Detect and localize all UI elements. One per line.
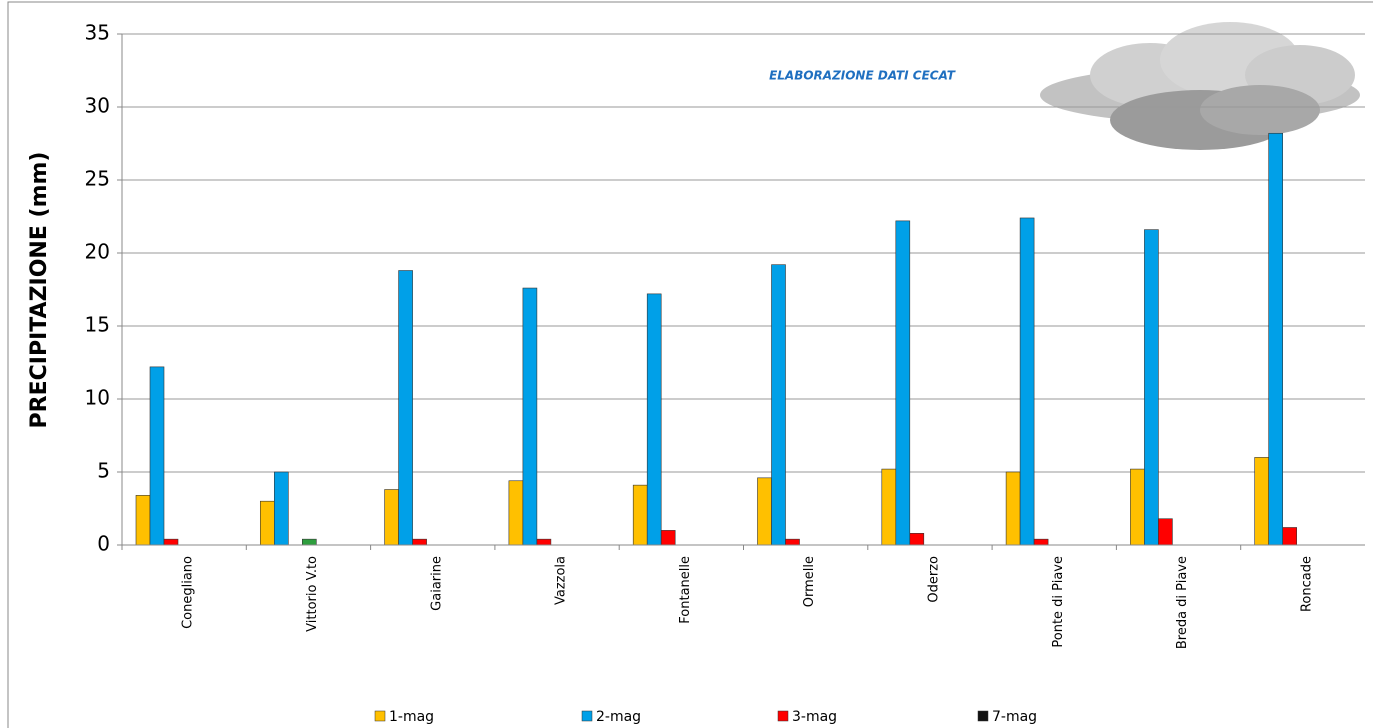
y-tick-label: 10 (85, 386, 110, 410)
cloud (1040, 22, 1360, 150)
bar (632, 484, 648, 546)
bar (785, 538, 800, 546)
bar (301, 538, 317, 546)
legend-swatch (374, 710, 386, 722)
y-tick-label: 15 (85, 313, 110, 337)
legend-label: 1-mag (389, 709, 434, 725)
legend-label: 7-mag (992, 709, 1037, 725)
x-tick-label: Ponte di Piave (1051, 556, 1066, 648)
legend-label: 2-mag (596, 709, 641, 725)
legend-swatch (977, 710, 989, 722)
bar (1254, 457, 1269, 546)
bar (881, 468, 897, 546)
bar (757, 477, 772, 546)
x-tick-label: Vazzola (554, 556, 569, 605)
y-tick-label: 30 (85, 94, 110, 118)
bar (1019, 217, 1035, 546)
bar (135, 495, 151, 546)
bar (522, 287, 538, 546)
bar (384, 489, 399, 546)
bar (1282, 527, 1297, 546)
bar (398, 270, 413, 546)
annotation: ELABORAZIONE DATI CECAT (769, 69, 956, 83)
bar (149, 366, 165, 546)
x-tick-label: Vittorio V.to (305, 556, 320, 632)
y-axis-label: PRECIPITAZIONE (mm) (27, 152, 52, 429)
x-tick-label: Oderzo (926, 556, 941, 603)
bar (646, 293, 662, 546)
legend-swatch (777, 710, 789, 722)
bar (1033, 538, 1049, 546)
x-tick-label: Roncade (1299, 556, 1314, 612)
bar (273, 471, 289, 546)
bar (163, 538, 179, 546)
legend-swatch (581, 710, 593, 722)
legend-label: 3-mag (792, 709, 837, 725)
bar (1144, 229, 1159, 546)
x-tick-label: Ormelle (802, 556, 817, 607)
bar (412, 538, 427, 546)
chart-frame (7, 1, 1373, 728)
x-tick-label: Breda di Piave (1175, 556, 1190, 649)
bar (259, 500, 275, 546)
x-tick-label: Fontanelle (678, 556, 693, 624)
y-tick-label: 20 (85, 240, 110, 264)
bar (536, 538, 552, 546)
x-tick-label: Conegliano (181, 556, 196, 629)
bar (909, 533, 925, 546)
bar (1268, 132, 1283, 546)
y-tick-label: 0 (97, 532, 110, 556)
bar (508, 480, 524, 546)
bar (1158, 518, 1173, 546)
bar (1005, 471, 1021, 546)
y-tick-label: 35 (85, 21, 110, 45)
y-tick-label: 25 (85, 167, 110, 191)
bar (771, 264, 786, 546)
bar (895, 220, 911, 546)
y-tick-label: 5 (97, 459, 110, 483)
x-tick-label: Gaiarine (429, 556, 444, 611)
bar (1130, 468, 1145, 546)
bar (660, 530, 676, 546)
